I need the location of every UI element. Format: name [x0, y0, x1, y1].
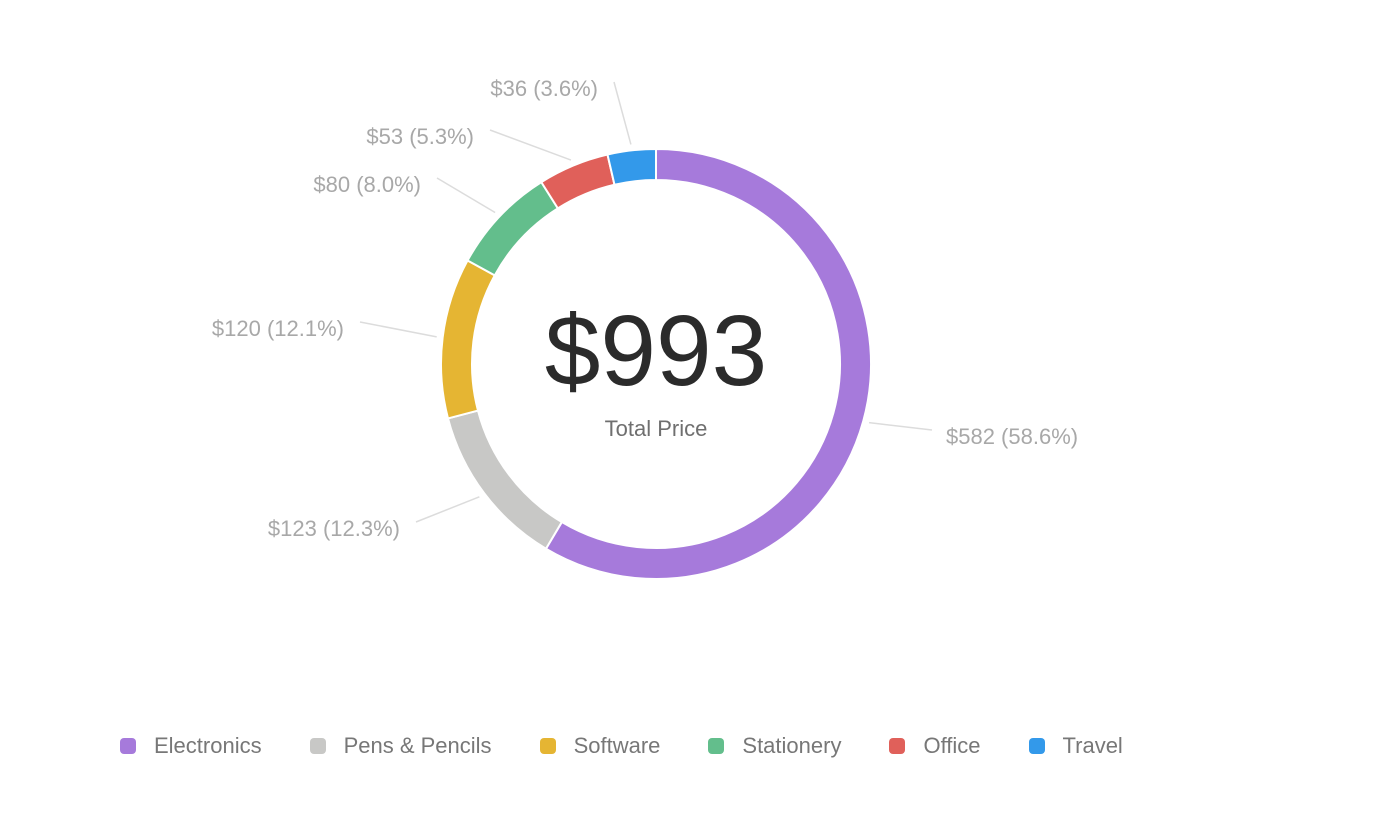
- legend-swatch: [309, 738, 326, 754]
- chart-legend: Electronics Pens & Pencils Software Station…: [120, 730, 1171, 762]
- legend-item-travel[interactable]: Travel: [1028, 733, 1123, 759]
- legend-label: Electronics: [154, 733, 262, 758]
- slice-stationery[interactable]: [466, 180, 560, 277]
- legend-item-software[interactable]: Software: [539, 733, 661, 759]
- total-value: $993: [544, 295, 768, 407]
- legend-label: Travel: [1062, 733, 1123, 758]
- leader-line-stationery: [436, 177, 496, 214]
- legend-item-office[interactable]: Office: [889, 733, 981, 759]
- legend-item-pens-and-pencils[interactable]: Pens & Pencils: [309, 733, 492, 759]
- leader-line-software: [359, 321, 437, 338]
- leader-line-travel: [613, 81, 632, 145]
- total-caption: Total Price: [604, 416, 708, 441]
- data-label-pens-and-pencils: $123 (12.3%): [268, 516, 400, 541]
- slice-office[interactable]: [539, 153, 616, 210]
- data-label-office: $53 (5.3%): [366, 124, 474, 149]
- legend-label: Pens & Pencils: [343, 733, 492, 758]
- legend-swatch: [539, 738, 556, 754]
- legend-item-electronics[interactable]: Electronics: [120, 733, 262, 759]
- legend-label: Stationery: [742, 733, 842, 758]
- legend-swatch: [708, 738, 725, 754]
- data-label-stationery: $80 (8.0%): [313, 172, 421, 197]
- legend-swatch: [120, 738, 136, 754]
- legend-item-stationery[interactable]: Stationery: [708, 733, 841, 759]
- data-label-travel: $36 (3.6%): [490, 76, 598, 101]
- legend-swatch: [1028, 738, 1045, 754]
- data-label-software: $120 (12.1%): [212, 316, 344, 341]
- legend-label: Office: [923, 733, 981, 758]
- leader-line-electronics: [868, 421, 933, 431]
- slice-travel[interactable]: [606, 147, 657, 186]
- leader-line-office: [489, 129, 572, 161]
- slice-electronics[interactable]: [544, 147, 872, 580]
- data-label-electronics: $582 (58.6%): [946, 424, 1078, 449]
- leader-line-pens-and-pencils: [415, 496, 480, 523]
- legend-label: Software: [573, 733, 661, 758]
- legend-swatch: [889, 738, 906, 754]
